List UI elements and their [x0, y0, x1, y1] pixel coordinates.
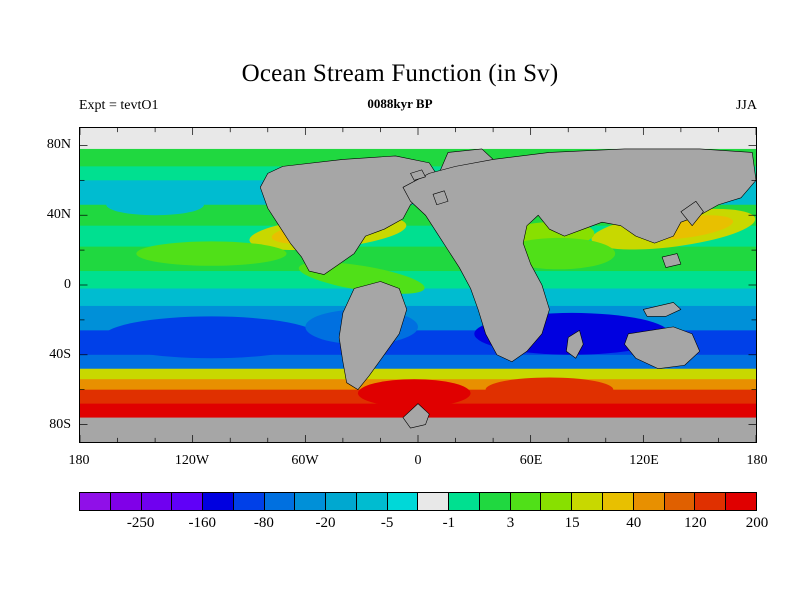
landmass: [566, 330, 583, 358]
landmass: [403, 404, 429, 428]
longitude-tick-label: 0: [414, 453, 422, 468]
landmass: [403, 149, 756, 362]
longitude-tick-label: 60W: [291, 453, 319, 468]
landmass: [339, 282, 407, 390]
season-label: JJA: [735, 98, 757, 113]
colorbar-tick-label: -250: [126, 515, 155, 531]
colorbar-cell: [264, 493, 296, 510]
colorbar-cell: [326, 493, 357, 510]
field-blob: [102, 316, 321, 359]
colorbar-cell: [695, 493, 727, 510]
latitude-tick-label: 40S: [49, 347, 71, 363]
field-cell: [80, 288, 756, 310]
latitude-tick-label: 80S: [49, 417, 71, 433]
colorbar-cell: [387, 493, 419, 510]
land-mask: [260, 149, 756, 428]
colorbar-cell: [356, 493, 388, 510]
landmass: [662, 254, 681, 268]
ocean-stream-function-map: [79, 127, 757, 443]
colorbar-tick-label: -160: [188, 515, 217, 531]
field-blob: [106, 194, 204, 216]
colorbar-tick-label: -20: [315, 515, 336, 531]
colorbar-tick-label: -1: [442, 515, 456, 531]
colorbar-cell: [110, 493, 142, 510]
latitude-tick-label: 0: [64, 277, 71, 292]
colorbar-tick-label: 40: [626, 515, 642, 531]
colorbar-cell: [203, 493, 234, 510]
landmass: [410, 170, 425, 180]
colorbar-cell: [603, 493, 634, 510]
colorbar-cell: [418, 493, 450, 510]
colorbar-tick-label: 120: [684, 515, 707, 531]
field-cell: [80, 354, 756, 373]
field-blob: [357, 379, 471, 408]
colorbar: [79, 492, 757, 511]
landmass: [433, 191, 448, 205]
longitude-tick-label: 60E: [519, 453, 543, 468]
colorbar-cell: [479, 493, 511, 510]
colorbar-tick-label: 200: [745, 515, 769, 531]
figure-subtitle: 0088kyr BP: [367, 96, 433, 111]
colorbar-cell: [726, 493, 756, 510]
colorbar-cell: [295, 493, 327, 510]
colorbar-cell: [633, 493, 665, 510]
field-blob: [485, 377, 614, 402]
colorbar-cell: [572, 493, 604, 510]
colorbar-tick-label: -5: [380, 515, 394, 531]
landmass: [260, 156, 440, 275]
landmass: [681, 201, 704, 225]
colorbar-cell: [80, 493, 111, 510]
field-blob: [502, 237, 616, 270]
landmass: [625, 327, 700, 369]
field-blob: [136, 241, 287, 266]
colorbar-tick-label: 15: [564, 515, 580, 531]
longitude-tick-label: 180: [68, 453, 90, 468]
experiment-label: Expt = tevtO1: [79, 98, 159, 113]
landmass: [643, 302, 681, 316]
map-plot-area: [79, 127, 757, 443]
page-title: Ocean Stream Function (in Sv): [241, 60, 559, 87]
longitude-tick-label: 120W: [174, 453, 210, 468]
latitude-tick-label: 40N: [46, 206, 71, 222]
longitude-tick-label: 120E: [629, 453, 659, 468]
longitude-tick-label: 180: [746, 453, 768, 468]
colorbar-cell: [541, 493, 573, 510]
latitude-tick-label: 80N: [46, 136, 71, 152]
colorbar-cell: [233, 493, 265, 510]
colorbar-tick-label: 3: [506, 515, 515, 531]
colorbar-cell: [141, 493, 173, 510]
colorbar-cell: [172, 493, 204, 510]
colorbar-cell: [664, 493, 696, 510]
axis-ticks: [80, 128, 756, 442]
colorbar-cell: [449, 493, 480, 510]
colorbar-tick-label: -80: [253, 515, 274, 531]
colorbar-cell: [510, 493, 542, 510]
